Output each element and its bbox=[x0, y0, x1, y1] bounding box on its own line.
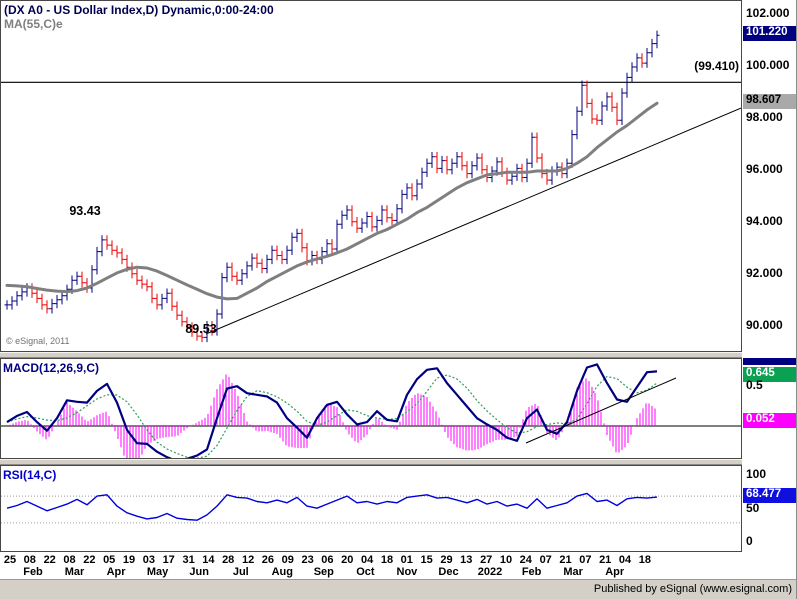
x-axis-date-tick: 20 bbox=[341, 554, 354, 566]
rsi-chart-canvas[interactable] bbox=[1, 466, 741, 551]
x-axis-date-tick: 18 bbox=[380, 554, 394, 566]
ma-study-label: MA(55,C)e bbox=[4, 17, 63, 31]
x-axis-date-tick: 18 bbox=[638, 554, 652, 566]
swing-low-annotation: 89.53 bbox=[185, 322, 217, 336]
x-axis-month-label: Feb bbox=[23, 566, 43, 578]
x-axis-date-tick: 21 bbox=[599, 554, 612, 566]
price-axis-tick: 94.000 bbox=[746, 214, 783, 228]
x-axis-date-tick: 14 bbox=[202, 554, 215, 566]
x-axis-month-label: Jul bbox=[232, 566, 249, 578]
price-pane[interactable]: (DX A0 - US Dollar Index,D) Dynamic,0:00… bbox=[0, 0, 742, 352]
x-axis-month-label: Oct bbox=[356, 566, 375, 578]
rsi-study-label: RSI(14,C) bbox=[3, 468, 57, 482]
pane-splitter[interactable] bbox=[0, 459, 796, 465]
macd-chart-canvas[interactable] bbox=[1, 359, 741, 458]
x-axis-date-tick: 17 bbox=[162, 554, 175, 566]
x-axis-month-label: Jun bbox=[189, 566, 209, 578]
x-axis-date-tick: 19 bbox=[122, 554, 136, 566]
x-axis-date-tick: 03 bbox=[142, 554, 156, 566]
x-axis-month-label: Mar bbox=[563, 566, 583, 578]
rsi-pane[interactable]: RSI(14,C) bbox=[0, 465, 742, 552]
x-axis-date-tick: 15 bbox=[420, 554, 433, 566]
x-axis-date-tick: 07 bbox=[579, 554, 592, 566]
rsi-axis-tick: 0 bbox=[746, 534, 753, 548]
resistance-level-label: (99.410) bbox=[694, 59, 739, 73]
macd-pane[interactable]: MACD(12,26,9,C) bbox=[0, 358, 742, 459]
x-axis-date-tick: 06 bbox=[321, 554, 334, 566]
x-axis-date-tick: 23 bbox=[301, 554, 314, 566]
x-axis-date-tick: 27 bbox=[480, 554, 493, 566]
x-axis-month-label: Apr bbox=[106, 566, 126, 578]
macd-study-label: MACD(12,26,9,C) bbox=[3, 361, 100, 375]
x-axis-date-tick: 12 bbox=[241, 554, 255, 566]
x-axis-date-tick: 28 bbox=[222, 554, 235, 566]
price-axis-tick: 100.000 bbox=[746, 58, 790, 72]
x-axis-month-label: May bbox=[146, 566, 169, 578]
x-axis-date-tick: 25 bbox=[3, 554, 17, 566]
footer-bar: Published by eSignal (www.esignal.com) bbox=[0, 579, 796, 599]
rsi-axis-tick: 100 bbox=[746, 467, 767, 481]
price-axis-tick: 96.000 bbox=[746, 162, 783, 176]
macd-line-badge-clipped bbox=[743, 358, 796, 365]
x-axis-month-label: Dec bbox=[438, 566, 459, 578]
x-axis-date-tick: 21 bbox=[559, 554, 572, 566]
rsi-axis-tick: 50 bbox=[746, 501, 760, 515]
x-axis-date-tick: 07 bbox=[539, 554, 552, 566]
x-axis-date-tick: 31 bbox=[182, 554, 195, 566]
x-axis-date-tick: 22 bbox=[43, 554, 56, 566]
x-axis-date-tick: 05 bbox=[103, 554, 116, 566]
price-axis-tick: 92.000 bbox=[746, 266, 783, 280]
ma-value-badge: 98.607 bbox=[743, 94, 796, 109]
x-axis-month-label: Feb bbox=[521, 566, 542, 578]
x-axis-month-label: Apr bbox=[605, 566, 625, 578]
x-axis-date-tick: 22 bbox=[83, 554, 96, 566]
publisher-label: Published by eSignal (www.esignal.com) bbox=[593, 583, 792, 595]
swing-high-annotation: 93.43 bbox=[69, 204, 101, 218]
macd-signal-badge: 0.645 bbox=[743, 367, 796, 382]
macd-axis-tick: 0.5 bbox=[746, 378, 763, 392]
x-axis: 25 08 22 08 22 05 19 03 17 31 14 28 12 26 09 23 06 20 04 18… bbox=[0, 552, 742, 579]
x-axis-month-label: Nov bbox=[396, 566, 418, 578]
x-axis-date-tick: 24 bbox=[519, 554, 532, 566]
x-axis-date-tick: 04 bbox=[618, 554, 632, 566]
pane-splitter[interactable] bbox=[0, 352, 796, 358]
macd-hist-badge: 0.052 bbox=[743, 413, 796, 428]
price-axis-tick: 98.000 bbox=[746, 110, 783, 124]
x-axis-date-tick: 08 bbox=[23, 554, 36, 566]
rsi-value-badge: 68.477 bbox=[743, 488, 796, 503]
x-axis-date-tick: 01 bbox=[400, 554, 413, 566]
x-axis-month-label: Sep bbox=[313, 566, 334, 578]
x-axis-date-tick: 08 bbox=[63, 554, 76, 566]
last-price-badge: 101.220 bbox=[743, 26, 796, 41]
x-axis-date-tick: 26 bbox=[261, 554, 275, 566]
x-axis-month-label: 2022 bbox=[477, 566, 503, 578]
x-axis-month-label: Aug bbox=[271, 566, 293, 578]
symbol-title: (DX A0 - US Dollar Index,D) Dynamic,0:00… bbox=[4, 3, 274, 17]
price-chart-canvas[interactable] bbox=[1, 1, 741, 351]
price-axis-tick: 102.000 bbox=[746, 6, 790, 20]
x-axis-date-tick: 09 bbox=[281, 554, 294, 566]
copyright-label: © eSignal, 2011 bbox=[6, 336, 70, 346]
x-axis-date-tick: 29 bbox=[440, 554, 453, 566]
x-axis-date-tick: 04 bbox=[360, 554, 374, 566]
x-axis-month-label: Mar bbox=[64, 566, 85, 578]
x-axis-date-tick: 13 bbox=[460, 554, 473, 566]
price-axis-tick: 90.000 bbox=[746, 318, 783, 332]
x-axis-date-tick: 10 bbox=[499, 554, 513, 566]
y-axis-gutter: 102.000 100.000 98.000 96.000 94.000 92.000 90… bbox=[742, 0, 796, 579]
